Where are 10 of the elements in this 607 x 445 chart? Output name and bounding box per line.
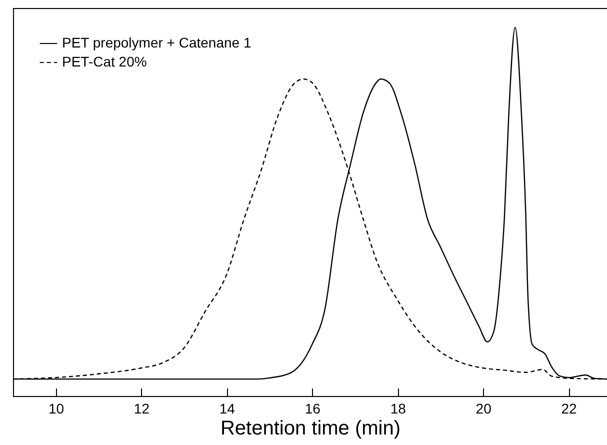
x-tick-label: 22 [561,400,578,416]
x-axis-title: Retention time (min) [220,418,401,440]
x-tick-label: 14 [219,400,236,416]
x-tick-label: 18 [390,400,406,416]
x-tick-label: 20 [476,400,492,416]
x-tick-label: 12 [134,400,150,416]
x-tick-label: 16 [304,400,321,416]
legend-label: PET-Cat 20% [62,54,147,70]
x-tick-label: 10 [48,400,64,416]
legend-label: PET prepolymer + Catenane 1 [62,34,252,50]
